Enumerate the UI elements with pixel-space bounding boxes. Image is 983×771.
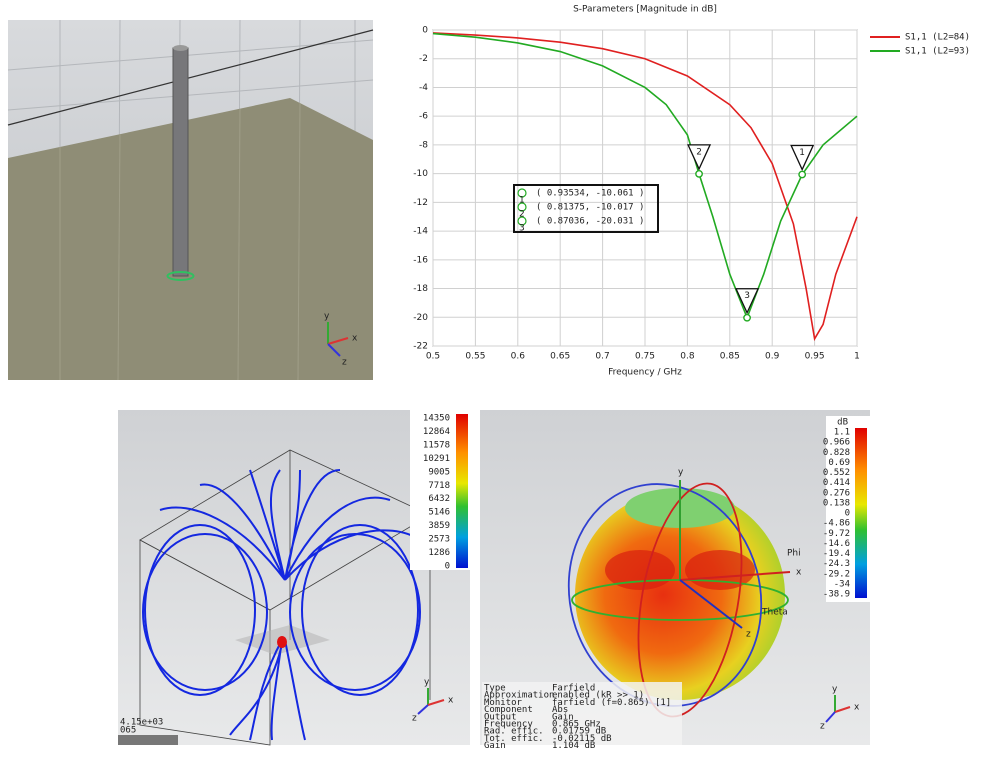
marker-readout: ( 0.87036, -20.031 ) — [536, 217, 644, 227]
axis-label: y — [678, 468, 684, 478]
page: y x z S-Parameters [Magnitude in dB] Fre… — [0, 0, 983, 771]
colorbar-label: 11578 — [423, 440, 450, 450]
colorbar-label: 14350 — [423, 414, 450, 424]
axis-label: z — [412, 714, 417, 724]
colorbar-label: -14.6 — [823, 539, 850, 549]
colorbar-label: 0.138 — [823, 498, 850, 508]
x-tick-label: 0.75 — [635, 352, 655, 362]
x-tick-label: 0.65 — [550, 352, 570, 362]
colorbar-label: -9.72 — [823, 529, 850, 539]
x-tick-label: 0.5 — [426, 352, 440, 362]
x-tick-label: 0.85 — [720, 352, 740, 362]
y-tick-label: -6 — [419, 112, 428, 122]
marker-point — [744, 315, 750, 321]
info-key: Gain — [484, 741, 506, 751]
axis-label: x — [448, 696, 454, 706]
feed-point — [277, 636, 287, 648]
chart-title: S-Parameters [Magnitude in dB] — [573, 5, 717, 15]
y-tick-label: -10 — [413, 169, 428, 179]
y-tick-label: -18 — [413, 284, 428, 294]
colorbar-label: -38.9 — [823, 590, 850, 600]
y-tick-label: -16 — [413, 255, 428, 265]
y-tick-label: -22 — [413, 342, 428, 352]
colorbar-label: 0.69 — [828, 458, 850, 468]
colorbar-label: -29.2 — [823, 569, 850, 579]
colorbar-label: 0.828 — [823, 448, 850, 458]
colorbar-label: 0.552 — [823, 468, 850, 478]
axis-label: x — [854, 703, 860, 713]
colorbar-label: 2573 — [428, 535, 450, 545]
colorbar — [456, 414, 468, 568]
axis-label: z — [746, 630, 751, 640]
axis-label: y — [832, 685, 838, 695]
colorbar-label: 0 — [445, 562, 450, 572]
colorbar-label: 0.414 — [823, 478, 850, 488]
colorbar-label: 10291 — [423, 454, 450, 464]
readout: 065 — [120, 726, 136, 736]
marker-label: 2 — [696, 147, 702, 157]
y-tick-label: -12 — [413, 198, 428, 208]
colorbar-label: 9005 — [428, 467, 450, 477]
marker-point — [799, 171, 805, 177]
colorbar-label: 1286 — [428, 548, 450, 558]
colorbar-label: 1.1 — [834, 428, 850, 438]
colorbar-label: 7718 — [428, 481, 450, 491]
info-value: farfield (f=0.865) [1] — [552, 698, 671, 708]
colorbar-label: 12864 — [423, 427, 450, 437]
colorbar-label: 0 — [845, 509, 850, 519]
colorbar-label: -24.3 — [823, 559, 850, 569]
model-view: y x z — [8, 20, 373, 380]
marker-readout: ( 0.81375, -10.017 ) — [536, 203, 644, 213]
axis-label: y — [324, 312, 330, 322]
screenshot: y x z S-Parameters [Magnitude in dB] Fre… — [0, 0, 983, 771]
monopole-top — [173, 45, 188, 51]
x-tick-label: 0.55 — [465, 352, 485, 362]
field-view: 4.15e+03 065 y x z — [118, 410, 470, 745]
marker-label: 1 — [799, 148, 805, 158]
axis-label: x — [352, 334, 358, 344]
y-tick-label: -2 — [419, 54, 428, 64]
marker-readout: ( 0.93534, -10.061 ) — [536, 189, 644, 199]
axis-label: x — [796, 568, 802, 578]
axis-label: z — [342, 358, 347, 368]
axis-label: z — [820, 722, 825, 732]
x-axis-label: Frequency / GHz — [608, 368, 682, 378]
x-tick-label: 0.9 — [765, 352, 780, 362]
x-tick-label: 0.6 — [511, 352, 526, 362]
y-tick-label: -14 — [413, 227, 428, 237]
x-tick-label: 0.7 — [595, 352, 609, 362]
y-tick-label: -4 — [419, 83, 428, 93]
colorbar-label: -4.86 — [823, 519, 850, 529]
info-value: 1.104 dB — [552, 741, 595, 751]
colorbar-label: -19.4 — [823, 549, 850, 559]
colorbar-label: -34 — [834, 579, 850, 589]
axis-label: y — [424, 678, 430, 688]
angle-label: Phi — [787, 549, 801, 559]
y-tick-label: -20 — [413, 313, 428, 323]
angle-label: Theta — [761, 608, 788, 618]
colorbar — [855, 428, 867, 598]
legend-label: S1,1 (L2=93) — [905, 47, 970, 57]
colorbar-label: 5146 — [428, 508, 450, 518]
colorbar-label: 3859 — [428, 521, 450, 531]
x-tick-label: 1 — [854, 352, 860, 362]
colorbar-label: 6432 — [428, 494, 450, 504]
colorbar-label: 0.966 — [823, 438, 850, 448]
colorbar-unit: dB — [837, 418, 848, 428]
x-tick-label: 0.8 — [680, 352, 695, 362]
colorbar-label: 0.276 — [823, 488, 850, 498]
legend-label: S1,1 (L2=84) — [905, 33, 970, 43]
y-tick-label: 0 — [422, 26, 428, 36]
monopole — [173, 48, 188, 276]
s-parameter-chart: S-Parameters [Magnitude in dB] Frequency… — [413, 5, 970, 378]
marker-point — [696, 171, 702, 177]
progress-bar — [118, 735, 178, 745]
x-tick-label: 0.95 — [805, 352, 825, 362]
y-tick-label: -8 — [419, 140, 428, 150]
marker-label: 3 — [744, 291, 750, 301]
